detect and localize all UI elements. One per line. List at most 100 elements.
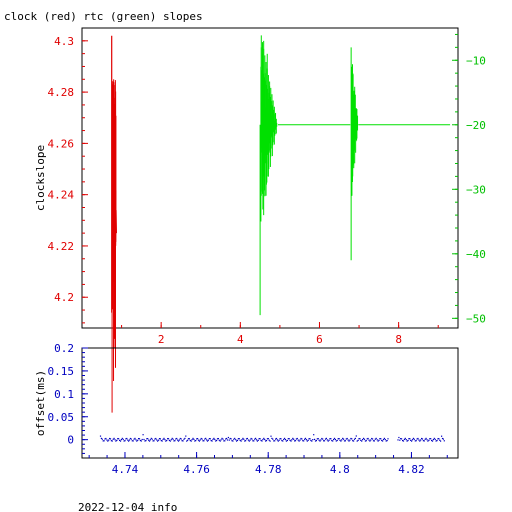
offset-point	[176, 437, 178, 440]
offset-point	[119, 440, 122, 442]
offset-point	[421, 438, 424, 440]
offset-point	[259, 438, 261, 440]
offset-point	[403, 438, 405, 440]
offset-point	[254, 438, 256, 440]
offset-point	[247, 439, 249, 441]
offset-point	[101, 438, 103, 440]
offset-point	[429, 438, 431, 440]
offset-point	[382, 440, 384, 442]
offset-point	[245, 438, 248, 440]
right-tick-label: −10	[466, 54, 486, 67]
offset-point	[422, 440, 424, 442]
offset-point	[361, 440, 363, 442]
offset-point	[217, 438, 219, 440]
offset-point	[379, 438, 381, 440]
offset-point	[434, 438, 436, 440]
offset-point	[120, 439, 122, 441]
offset-point	[109, 437, 111, 440]
offset-point	[248, 440, 250, 442]
offset-point	[242, 437, 244, 439]
offset-point	[352, 440, 354, 442]
offset-point	[218, 439, 220, 441]
offset-point	[226, 439, 229, 441]
offset-point	[194, 440, 196, 442]
offset-point	[260, 439, 262, 442]
offset-point	[134, 437, 136, 439]
offset-point	[386, 440, 388, 442]
offset-point	[251, 438, 253, 440]
bottom-x-tick-label: 4.78	[255, 463, 282, 476]
offset-point	[409, 438, 411, 440]
offset-point	[337, 438, 339, 440]
offset-point	[182, 440, 184, 442]
offset-point	[325, 437, 327, 439]
offset-point	[347, 439, 349, 441]
offset-point	[425, 437, 427, 439]
offset-point	[136, 440, 138, 442]
offset-point	[244, 440, 246, 442]
offset-point	[229, 437, 231, 440]
offset-point	[334, 438, 336, 441]
offset-point	[340, 440, 342, 442]
offset-point	[367, 437, 369, 440]
offset-point	[342, 437, 344, 439]
offset-point	[433, 437, 435, 439]
offset-point	[266, 438, 268, 440]
offset-point	[359, 438, 361, 440]
offset-point	[205, 437, 207, 439]
offset-point	[300, 437, 302, 440]
offset-point	[417, 437, 419, 440]
offset-point	[317, 438, 319, 440]
offset-point	[213, 437, 215, 439]
offset-point	[338, 438, 340, 440]
offset-point	[372, 440, 375, 442]
offset-point	[418, 439, 420, 441]
offset-point	[138, 438, 140, 440]
offset-point	[316, 438, 318, 440]
offset-point	[271, 437, 273, 439]
offset-point	[346, 437, 348, 440]
offset-point	[175, 438, 177, 440]
offset-point	[264, 438, 266, 441]
offset-point	[148, 440, 151, 442]
offset-point	[154, 438, 156, 440]
offset-point	[180, 438, 182, 440]
offset-point	[131, 440, 133, 442]
offset-point	[375, 437, 377, 439]
offset-point	[435, 440, 437, 442]
offset-point	[277, 440, 279, 442]
offset-point	[344, 440, 346, 442]
offset-point	[188, 438, 190, 440]
offset-point	[298, 440, 300, 442]
offset-point	[387, 438, 389, 440]
offset-point	[141, 438, 143, 441]
offset-point	[353, 438, 356, 440]
offset-point	[163, 437, 165, 439]
offset-point	[381, 439, 383, 442]
offset-point	[269, 440, 271, 442]
top-left-axis: 4.3 4.28 4.26 4.24 4.22 4.2	[48, 35, 88, 324]
offset-point	[321, 437, 323, 440]
offset-point	[315, 440, 317, 442]
offset-point	[270, 435, 272, 437]
offset-point	[152, 440, 154, 442]
offset-point	[145, 440, 147, 442]
offset-point	[430, 438, 432, 440]
offset-point	[221, 437, 223, 439]
offset-point	[357, 439, 359, 441]
offset-point	[437, 438, 439, 440]
x-tick-label: 4	[237, 333, 244, 346]
offset-point	[190, 440, 192, 442]
offset-point	[309, 438, 311, 440]
offset-point	[306, 440, 308, 442]
offset-point	[197, 439, 200, 441]
offset-point	[167, 438, 170, 440]
offset-point	[354, 437, 356, 439]
offset-point	[132, 440, 134, 442]
offset-point	[150, 437, 152, 439]
offset-point	[287, 438, 289, 440]
bottom-y-axis: 0.2 0.15 0.1 0.05 0	[48, 342, 88, 454]
offset-point	[181, 440, 183, 442]
offset-point	[174, 440, 176, 442]
offset-point	[153, 440, 155, 442]
